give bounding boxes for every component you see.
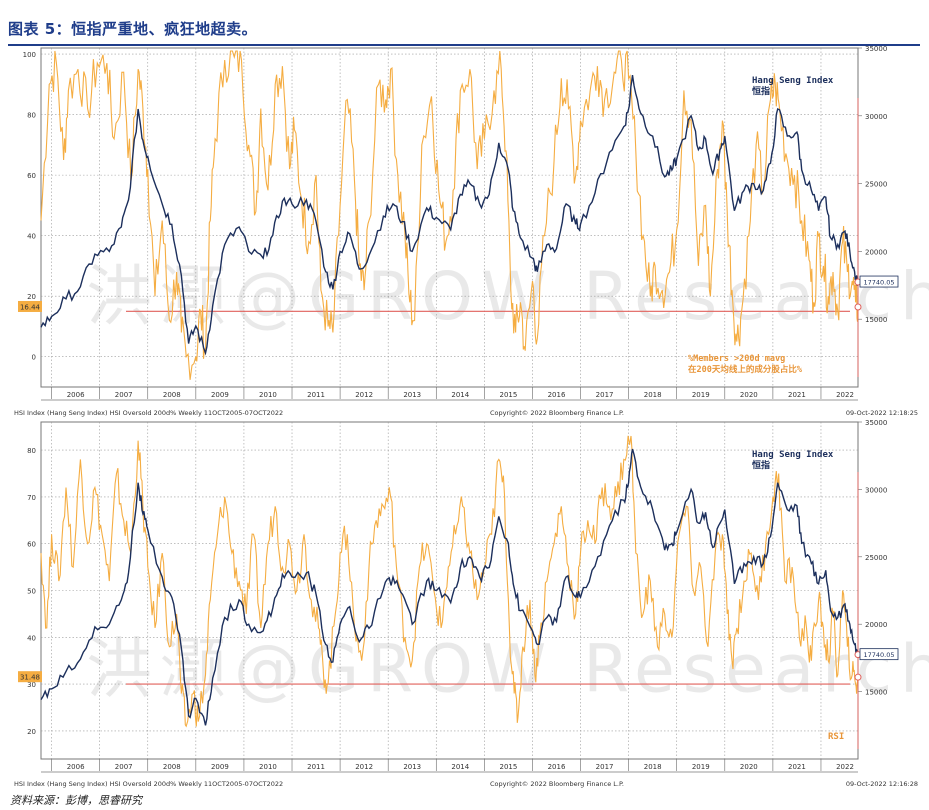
x-tick-label: 2014 [451,763,469,771]
footer-copyright: Copyright© 2022 Bloomberg Finance L.P. [490,780,624,788]
x-tick-label: 2012 [355,763,373,771]
x-tick-label: 2017 [596,763,614,771]
x-tick-label: 2013 [403,391,421,399]
left-tick-label: 30 [27,681,36,689]
title-underline [8,44,920,46]
right-tick-label: 30000 [865,486,887,494]
x-tick-label: 2009 [211,763,229,771]
legend-oscillator-name: %Members >200d mavg [688,354,785,364]
watermark: 洪灏@GROW Research [86,631,929,708]
x-tick-label: 2016 [548,763,566,771]
footer-timestamp: 09-Oct-2022 12:18:25 [846,409,918,417]
plot-frame [40,47,859,388]
hsi-line [40,74,859,356]
x-tick-label: 2011 [307,763,325,771]
oscillator-line [40,50,859,380]
x-tick-label: 2010 [259,391,277,399]
left-tick-label: 20 [27,293,36,301]
right-tick-label: 25000 [865,554,887,562]
x-tick-label: 2008 [163,763,181,771]
x-tick-label: 2006 [67,763,85,771]
footer-timestamp: 09-Oct-2022 12:16:28 [846,780,918,788]
watermark: 洪灏@GROW Research [86,258,929,335]
right-tick-label: 15000 [865,316,887,324]
right-tick-label: 35000 [865,46,887,53]
x-tick-label: 2021 [788,391,806,399]
right-tick-label: 25000 [865,181,887,189]
left-tick-label: 20 [27,728,36,736]
x-tick-label: 2020 [740,763,758,771]
x-tick-label: 2013 [403,763,421,771]
x-tick-label: 2019 [692,391,710,399]
x-tick-label: 2017 [596,391,614,399]
x-tick-label: 2011 [307,391,325,399]
right-tick-label: 15000 [865,689,887,697]
x-tick-label: 2021 [788,763,806,771]
right-tick-label: 30000 [865,113,887,121]
left-tick-label: 50 [27,588,36,596]
footer-left: HSI Index (Hang Seng Index) HSI Oversold… [14,780,283,788]
legend-hsi-name: Hang Seng Index [752,76,834,86]
left-value-box [18,300,42,312]
x-tick-label: 2009 [211,391,229,399]
left-tick-label: 40 [27,634,36,642]
x-tick-label: 2010 [259,763,277,771]
x-tick-label: 2016 [548,391,566,399]
right-value-box [859,275,899,288]
x-tick-label: 2008 [163,391,181,399]
footer-copyright: Copyright© 2022 Bloomberg Finance L.P. [490,409,624,417]
right-value-label: 17740.05 [863,651,894,659]
x-tick-label: 2018 [644,391,662,399]
x-tick-label: 2007 [115,763,133,771]
left-value-label: 31.48 [20,674,40,682]
left-value-label: 16.44 [20,303,41,311]
legend-hsi-name-cn: 恒指 [752,85,770,97]
x-tick-label: 2006 [67,391,85,399]
x-tick-label: 2015 [499,763,517,771]
x-tick-label: 2019 [692,763,710,771]
right-tick-label: 35000 [865,420,887,427]
x-tick-label: 2020 [740,391,758,399]
x-tick-label: 2022 [836,763,854,771]
hsi-line [40,448,859,726]
left-tick-label: 0 [32,354,36,362]
left-tick-label: 40 [27,233,36,241]
right-value-box [859,648,899,661]
figure-title: 图表 5：恒指严重地、疯狂地超卖。 [8,20,258,38]
oscillator-last-point [854,303,862,311]
legend-oscillator-name-cn: 在200天均线上的成分股占比% [688,364,803,375]
x-tick-label: 2022 [836,391,854,399]
source-note: 资料来源：彭博，思睿研究 [10,794,142,807]
oscillator-last-point [854,673,862,681]
left-tick-label: 80 [27,112,36,120]
legend-oscillator-name: RSI [828,732,844,742]
right-value-label: 17740.05 [863,279,894,287]
chart-rsi: 洪灏@GROW Research 2006 2007 2008 2009 2010 201… [14,420,929,788]
left-value-box [18,671,42,683]
oscillator-line [40,435,859,728]
left-tick-label: 100 [23,51,36,59]
x-tick-label: 2012 [355,391,373,399]
left-tick-label: 60 [27,172,36,180]
x-tick-label: 2018 [644,763,662,771]
legend-hsi-name: Hang Seng Index [752,450,834,460]
chart-oversold-200d: 洪灏@GROW Research 2006 2007 2008 2009 2010 201… [14,46,929,417]
x-tick-label: 2014 [451,391,469,399]
right-tick-label: 20000 [865,248,887,256]
plot-frame [40,421,859,760]
left-tick-label: 70 [27,494,36,502]
left-tick-label: 80 [27,447,36,455]
footer-left: HSI Index (Hang Seng Index) HSI Oversold… [14,409,283,417]
x-tick-label: 2007 [115,391,133,399]
x-tick-label: 2015 [499,391,517,399]
legend-hsi-name-cn: 恒指 [752,459,770,471]
left-tick-label: 60 [27,541,36,549]
right-tick-label: 20000 [865,621,887,629]
